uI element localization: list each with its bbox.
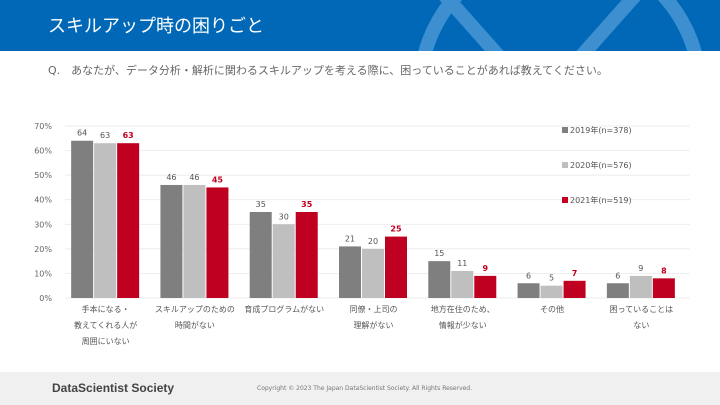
legend-swatch <box>562 127 568 133</box>
bar <box>540 285 563 298</box>
data-label: 9 <box>482 264 488 273</box>
x-category-label: スキルアップのための <box>155 305 235 314</box>
y-tick-label: 10% <box>34 269 52 278</box>
survey-question: Q. あなたが、データ分析・解析に関わるスキルアップを考える際に、困っていること… <box>48 64 608 77</box>
footer: DataScientist Society Copyright © 2023 T… <box>0 372 720 405</box>
x-category-label: 教えてくれる人が <box>74 320 137 330</box>
x-category-label: 理解がない <box>354 320 394 330</box>
y-tick-label: 60% <box>34 147 52 156</box>
legend-label: 2019年(n=378) <box>570 125 632 135</box>
x-category-label: ない <box>633 321 649 330</box>
y-tick-label: 40% <box>34 196 52 205</box>
x-category-label: 手本になる・ <box>82 304 130 314</box>
y-tick-label: 20% <box>34 245 52 254</box>
bar <box>362 248 384 298</box>
data-label: 6 <box>526 271 531 280</box>
data-label: 63 <box>100 131 110 140</box>
bar <box>206 187 229 298</box>
bar <box>428 261 451 298</box>
bar <box>295 212 318 298</box>
data-label: 9 <box>638 264 643 273</box>
x-category-label: 同僚・上司の <box>350 304 398 314</box>
data-label: 21 <box>345 234 355 243</box>
data-label: 35 <box>256 200 266 209</box>
data-label: 11 <box>457 259 467 268</box>
data-label: 6 <box>615 271 620 280</box>
data-label: 25 <box>390 225 402 234</box>
legend-label: 2020年(n=576) <box>570 160 632 170</box>
legend-swatch <box>562 197 568 203</box>
data-label: 64 <box>77 129 87 138</box>
legend-swatch <box>562 162 568 168</box>
y-tick-label: 0% <box>39 294 52 303</box>
bar-chart: 0% 10% 20% 30% 40% 50% 60% 70% 64 63 63 手本になる・教えてくれ… <box>34 122 690 346</box>
bar <box>339 246 361 298</box>
y-tick-label: 50% <box>34 171 52 180</box>
bar <box>94 143 117 298</box>
data-label: 46 <box>189 173 199 182</box>
bar <box>652 278 675 298</box>
bar <box>71 140 94 298</box>
y-tick-label: 30% <box>34 220 52 229</box>
data-label: 63 <box>123 131 134 140</box>
decorative-globe-icon <box>418 0 702 51</box>
data-label: 45 <box>212 175 224 184</box>
bar <box>474 275 497 298</box>
data-label: 8 <box>661 266 667 275</box>
data-label: 15 <box>434 249 444 258</box>
x-category-label: 地方在住のため、 <box>431 304 495 314</box>
data-label: 46 <box>166 173 176 182</box>
y-tick-label: 70% <box>34 122 52 131</box>
header-banner: スキルアップ時の困りごと <box>0 0 720 51</box>
data-label: 5 <box>549 274 554 283</box>
data-label: 35 <box>301 200 313 209</box>
bar <box>606 283 629 298</box>
bar <box>117 143 140 298</box>
data-label: 20 <box>368 237 378 246</box>
legend-label: 2021年(n=519) <box>570 195 632 205</box>
bar <box>563 280 586 298</box>
bar <box>183 184 206 298</box>
x-category-label: 困っていることは <box>610 305 674 314</box>
bar <box>385 236 407 298</box>
bar <box>451 270 474 298</box>
bar <box>160 184 183 298</box>
x-category-label: 情報が少ない <box>439 320 487 330</box>
x-category-label: その他 <box>540 304 564 314</box>
data-label: 7 <box>572 269 578 278</box>
bar <box>517 283 540 298</box>
bar <box>249 212 272 298</box>
bar <box>272 224 295 298</box>
copyright: Copyright © 2023 The Japan DataScientist… <box>257 385 473 392</box>
x-category-label: 周囲にいない <box>82 337 130 346</box>
x-category-label: 育成プログラムがない <box>244 304 324 314</box>
brand-logo: DataScientist Society <box>52 381 175 395</box>
page-title: スキルアップ時の困りごと <box>48 16 264 37</box>
data-label: 30 <box>279 212 289 221</box>
x-category-label: 時間がない <box>175 320 215 330</box>
bar <box>629 275 652 298</box>
